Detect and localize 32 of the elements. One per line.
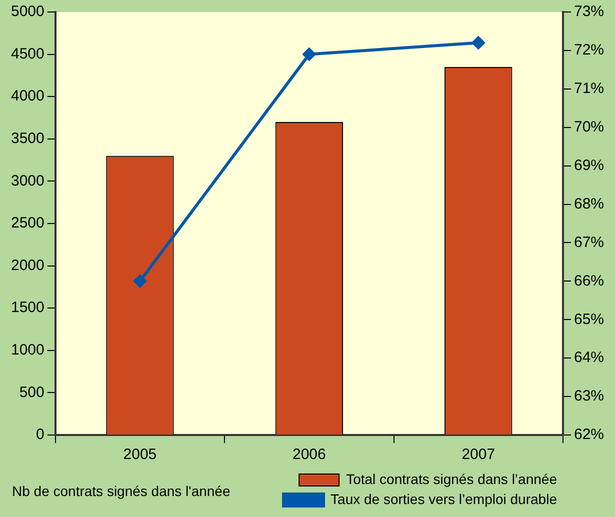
y2-tick-label: 70% xyxy=(574,118,604,136)
y2-tick-label: 68% xyxy=(574,195,604,212)
y-tick-label: 0 xyxy=(36,426,44,444)
y2-tick-label: 67% xyxy=(574,234,604,251)
x-tick-label: 2007 xyxy=(462,446,496,464)
y-tick-label: 1500 xyxy=(10,299,44,316)
y-tick-label: 500 xyxy=(19,384,44,401)
point xyxy=(471,36,486,50)
y-tick-label: 5000 xyxy=(10,3,44,20)
y-tick-label: 3000 xyxy=(10,172,44,190)
y2-tick-label: 62% xyxy=(574,426,604,444)
y2-tick-label: 72% xyxy=(574,42,604,59)
y-tick-label: 3500 xyxy=(10,130,44,148)
y2-tick-label: 71% xyxy=(574,80,604,98)
y2-tick-label: 64% xyxy=(574,349,604,366)
y-tick-label: 1000 xyxy=(10,342,44,359)
y-tick-label: 2000 xyxy=(10,256,44,274)
x-tick-label: 2005 xyxy=(123,446,157,464)
point xyxy=(132,274,147,288)
y2-tick-label: 73% xyxy=(574,3,604,20)
y2-tick-label: 63% xyxy=(574,388,604,405)
y2-tick-label: 66% xyxy=(574,272,604,290)
point xyxy=(302,47,316,62)
y-tick-label: 2500 xyxy=(10,214,44,232)
legend-label: Taux de sorties vers l’emploi durable xyxy=(330,490,558,507)
y-tick-label: 4000 xyxy=(10,88,44,105)
text: Nb de contrats signés dans l'année xyxy=(12,482,230,499)
y2-tick-label: 65% xyxy=(574,310,604,328)
y2-tick-label: 69% xyxy=(574,156,604,174)
legend-label: Total contrats signés dans l’année xyxy=(346,470,558,487)
x-tick-label: 2006 xyxy=(292,446,326,464)
y-tick-label: 4500 xyxy=(10,45,44,62)
